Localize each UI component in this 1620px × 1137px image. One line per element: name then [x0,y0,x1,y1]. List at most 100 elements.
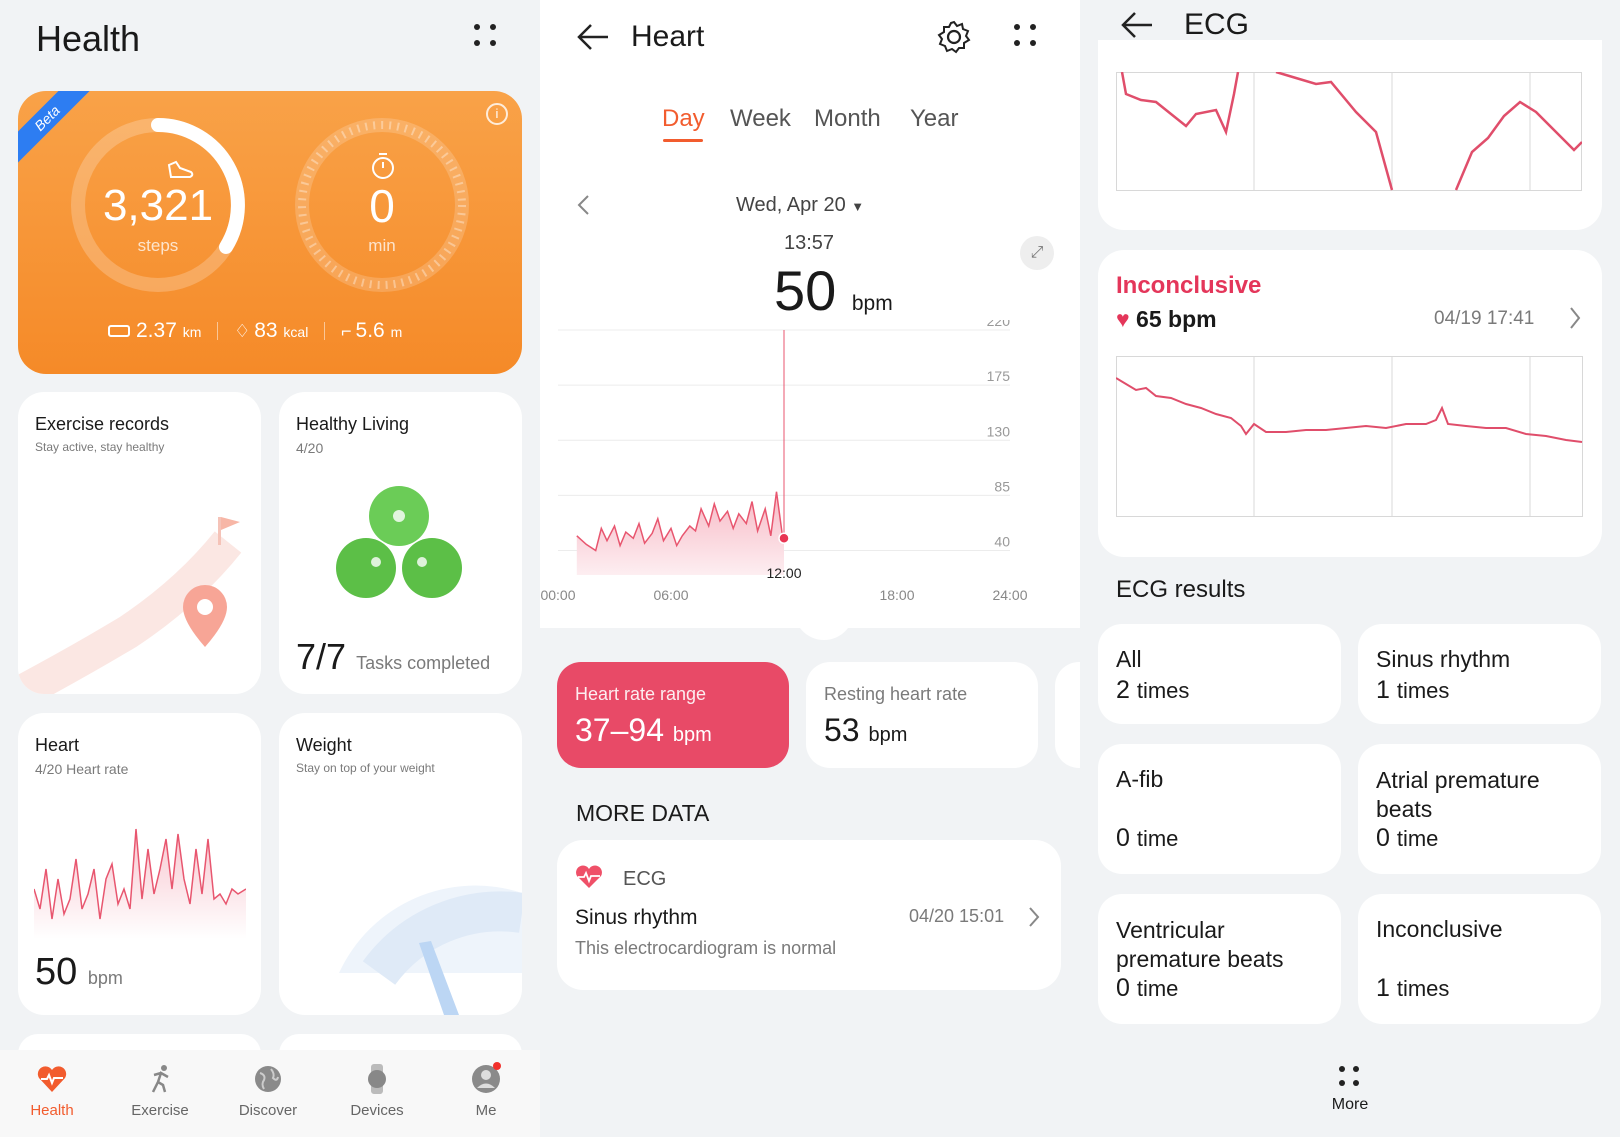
floors-value: 5.6 [355,319,385,342]
weight-card[interactable]: Weight Stay on top of your weight [279,713,522,1015]
x-tick-label: 24:00 [992,587,1027,603]
gear-icon[interactable] [936,19,972,55]
heart-rate-range-card[interactable]: Heart rate range 37–94 bpm [557,662,789,768]
weight-subtitle: Stay on top of your weight [296,761,435,775]
healthy-living-card[interactable]: Healthy Living 4/20 7/7 Tasks completed [279,392,522,694]
date-label: Wed, Apr 20 [736,194,846,216]
tab-month[interactable]: Month [814,105,881,132]
info-icon[interactable]: i [486,103,508,125]
nav-me[interactable]: Me [436,1062,536,1119]
living-date: 4/20 [296,440,324,456]
resting-title: Resting heart rate [824,684,968,704]
result-afib[interactable]: A-fib 0 time [1098,744,1341,874]
minutes-label: min [368,236,396,255]
map-route-icon [18,517,242,694]
result-atrial-premature-beats[interactable]: Atrial premature beats 0 time [1358,744,1601,874]
nav-exercise[interactable]: Exercise [110,1062,210,1119]
chevron-right-icon [1570,307,1581,329]
scrubber-handle[interactable] [794,580,854,640]
y-tick-label: 130 [987,423,1011,439]
result-name: Inconclusive [1376,916,1503,942]
result-inconclusive[interactable]: Inconclusive 1 times [1358,894,1601,1024]
result-ventricular-premature-beats[interactable]: Ventricular premature beats 0 time [1098,894,1341,1024]
weight-gauge-icon [339,885,522,1015]
timer-icon [372,153,394,179]
steps-label: steps [137,236,179,255]
ecg-status: Inconclusive [1116,272,1262,299]
x-tick-label: 00:00 [540,587,575,603]
heart-value: 50 [35,951,78,993]
bpm-unit: bpm [851,292,893,315]
distance-icon [108,325,130,337]
result-unit: time [1396,826,1439,851]
result-name: Sinus rhythm [1376,646,1511,672]
nav-label: Devices [350,1102,404,1119]
chevron-left-icon[interactable] [576,194,592,216]
next-stat-card[interactable] [1055,662,1080,768]
result-unit: times [1396,678,1450,703]
ecg-reading-date: 04/19 17:41 [1434,308,1535,329]
more-icon[interactable] [1014,24,1040,50]
shoe-icon [167,160,194,178]
ecg-date: 04/20 15:01 [909,906,1005,926]
health-panel: Health Beta i 3,321 steps 0 min 2.37 km … [0,0,540,1137]
heart-title: Heart [631,20,705,53]
bpm-value: 50 [774,259,837,322]
page-title: Health [36,18,141,59]
result-count: 1 [1376,676,1390,704]
heart-card[interactable]: Heart 4/20 Heart rate 50 bpm [18,713,261,1015]
tab-day[interactable]: Day [662,105,705,142]
result-all[interactable]: All 2 times [1098,624,1341,724]
ecg-heart-icon [576,865,602,888]
result-name: A-fib [1116,766,1164,792]
more-icon [1339,1066,1361,1088]
tab-year[interactable]: Year [910,105,959,132]
heart-title: Heart [35,735,80,755]
heart-filled-icon: ♥ [1116,306,1130,332]
back-arrow-icon[interactable] [576,22,610,52]
tab-week[interactable]: Week [730,105,791,132]
bottom-nav [0,1050,540,1137]
nav-devices[interactable]: Devices [327,1062,427,1119]
result-name: Ventricular premature beats [1116,917,1284,972]
more-data-heading: MORE DATA [576,800,710,826]
minutes-ring [295,118,469,292]
distance-unit: km [182,324,202,340]
more-button[interactable]: More [1300,1066,1400,1114]
nav-label: Exercise [131,1102,189,1119]
resting-heart-rate-card[interactable]: Resting heart rate 53 bpm [806,662,1038,768]
result-unit: times [1136,678,1190,703]
resting-value: 53 [824,712,860,748]
result-unit: time [1136,826,1179,851]
activity-card[interactable]: Beta i 3,321 steps 0 min 2.37 km ♢ 83 kca… [18,91,522,374]
nav-health[interactable]: Health [2,1062,102,1119]
result-unit: times [1396,976,1450,1001]
ecg-entry-card[interactable]: ECG Sinus rhythm 04/20 15:01 This electr… [557,840,1061,990]
watch-icon [368,1064,386,1094]
calories-unit: kcal [283,324,309,340]
y-tick-label: 220 [987,320,1011,329]
heart-mini-chart [34,828,246,939]
date-selector[interactable]: Wed, Apr 20 ▼ [736,194,864,217]
running-icon [151,1065,169,1093]
nav-discover[interactable]: Discover [218,1062,318,1119]
reading-time: 13:57 [783,232,835,254]
heart-rate-area [576,491,784,575]
x-tick-label: 18:00 [879,587,914,603]
steps-ring [71,118,245,292]
result-sinus-rhythm[interactable]: Sinus rhythm 1 times [1358,624,1601,724]
back-arrow-icon[interactable] [1120,10,1154,40]
current-point [778,532,790,544]
more-icon[interactable] [474,24,500,50]
ecg-description: This electrocardiogram is normal [575,938,837,958]
result-count: 2 [1116,676,1130,704]
heart-subtitle: 4/20 Heart rate [35,761,129,777]
heart-rate-chart: 40 85 130 175 220 00:00 06:00 12:00 18:00 24:00 [540,320,1027,603]
inconclusive-card[interactable]: Inconclusive ♥ 65 bpm 04/19 17:41 [1098,250,1602,557]
chevron-right-icon [1029,907,1040,927]
expand-icon[interactable]: ⤢ [1020,236,1054,270]
exercise-title: Exercise records [35,414,170,434]
exercise-records-card[interactable]: Exercise records Stay active, stay healt… [18,392,261,694]
ecg-label: ECG [623,868,667,890]
caret-down-icon: ▼ [851,199,865,214]
